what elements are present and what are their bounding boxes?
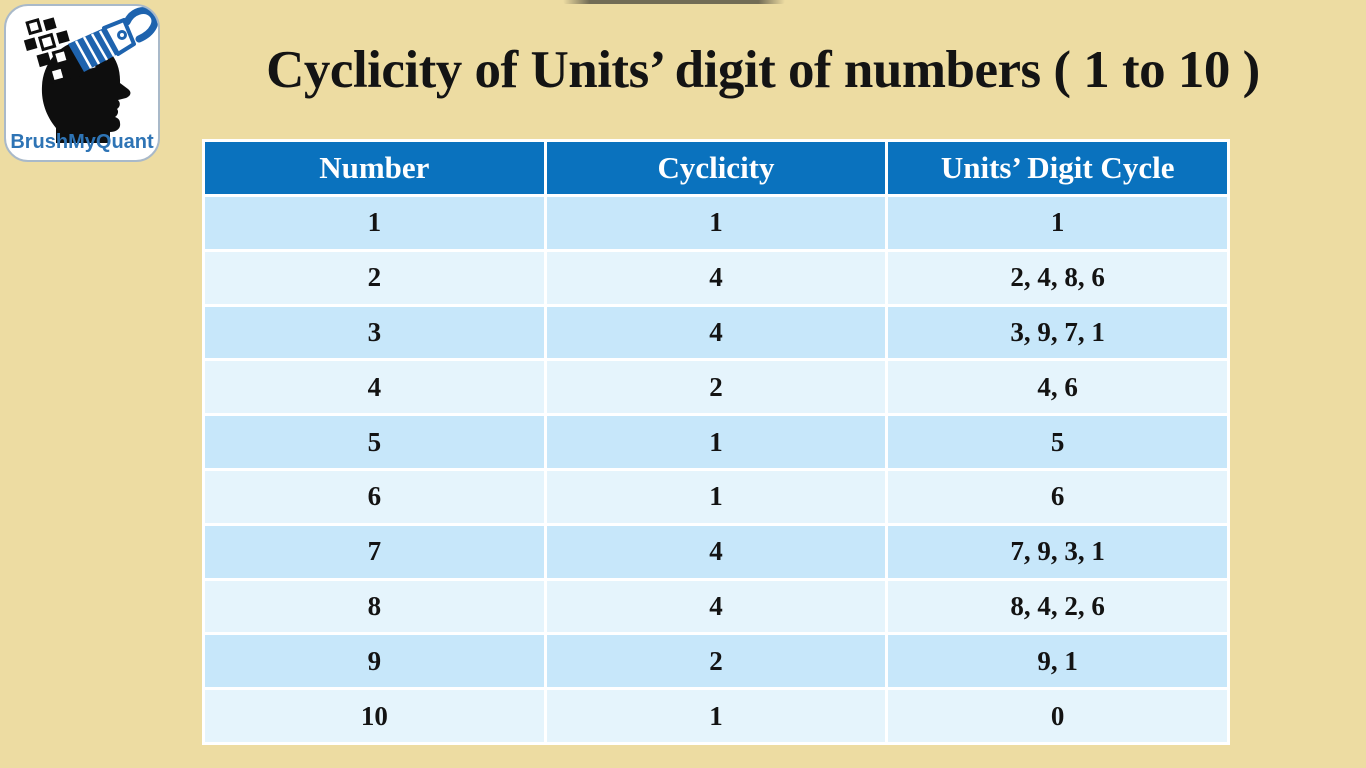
table-cell: 4 xyxy=(202,358,547,417)
table-cell: 10 xyxy=(202,687,547,745)
table-cell: 7 xyxy=(202,522,547,581)
head-silhouette-shape xyxy=(41,40,131,143)
table-cell: 1 xyxy=(543,413,889,471)
page-title: Cyclicity of Units’ digit of numbers ( 1… xyxy=(266,41,1260,99)
paint-brush-shape xyxy=(68,7,158,72)
table-row: 3 4 3, 9, 7, 1 xyxy=(202,303,1230,362)
column-header-0: Number xyxy=(202,139,547,197)
table-row: 10 1 0 xyxy=(202,687,1230,745)
table-cell: 2, 4, 8, 6 xyxy=(885,248,1230,307)
table-cell: 3 xyxy=(202,303,547,362)
table-cell: 1 xyxy=(202,194,547,252)
table-cell: 1 xyxy=(543,467,889,526)
table-cell: 4 xyxy=(543,248,889,307)
table-cell: 6 xyxy=(885,467,1230,526)
brushmyquant-logo-icon xyxy=(23,7,158,143)
table-cell: 4 xyxy=(543,522,889,581)
table-cell: 9, 1 xyxy=(885,632,1230,691)
top-edge-artifact xyxy=(563,0,785,4)
table-cell: 3, 9, 7, 1 xyxy=(885,303,1230,362)
table-cell: 2 xyxy=(543,358,889,417)
table-cell: 9 xyxy=(202,632,547,691)
table-cell: 2 xyxy=(543,632,889,691)
table-cell: 0 xyxy=(885,687,1230,745)
table-cell: 1 xyxy=(543,194,889,252)
column-header-2: Units’ Digit Cycle xyxy=(885,139,1230,197)
table-row: 9 2 9, 1 xyxy=(202,632,1230,691)
table-header: Number Cyclicity Units’ Digit Cycle xyxy=(202,139,1230,197)
table-cell: 4 xyxy=(543,303,889,362)
table-cell: 1 xyxy=(543,687,889,745)
table-header-row: Number Cyclicity Units’ Digit Cycle xyxy=(202,139,1230,197)
table-cell: 6 xyxy=(202,467,547,526)
table-row: 8 4 8, 4, 2, 6 xyxy=(202,577,1230,636)
table-cell: 8 xyxy=(202,577,547,636)
table-cell: 5 xyxy=(885,413,1230,471)
column-header-1: Cyclicity xyxy=(543,139,889,197)
brand-logo-card: BrushMyQuant xyxy=(4,4,160,162)
table-cell: 4 xyxy=(543,577,889,636)
table-cell: 1 xyxy=(885,194,1230,252)
table-cell: 5 xyxy=(202,413,547,471)
table-cell: 2 xyxy=(202,248,547,307)
table-row: 2 4 2, 4, 8, 6 xyxy=(202,248,1230,307)
table-row: 7 4 7, 9, 3, 1 xyxy=(202,522,1230,581)
table-cell: 8, 4, 2, 6 xyxy=(885,577,1230,636)
table-cell: 7, 9, 3, 1 xyxy=(885,522,1230,581)
table-row: 4 2 4, 6 xyxy=(202,358,1230,417)
brand-name: BrushMyQuant xyxy=(10,131,154,153)
table-cell: 4, 6 xyxy=(885,358,1230,417)
